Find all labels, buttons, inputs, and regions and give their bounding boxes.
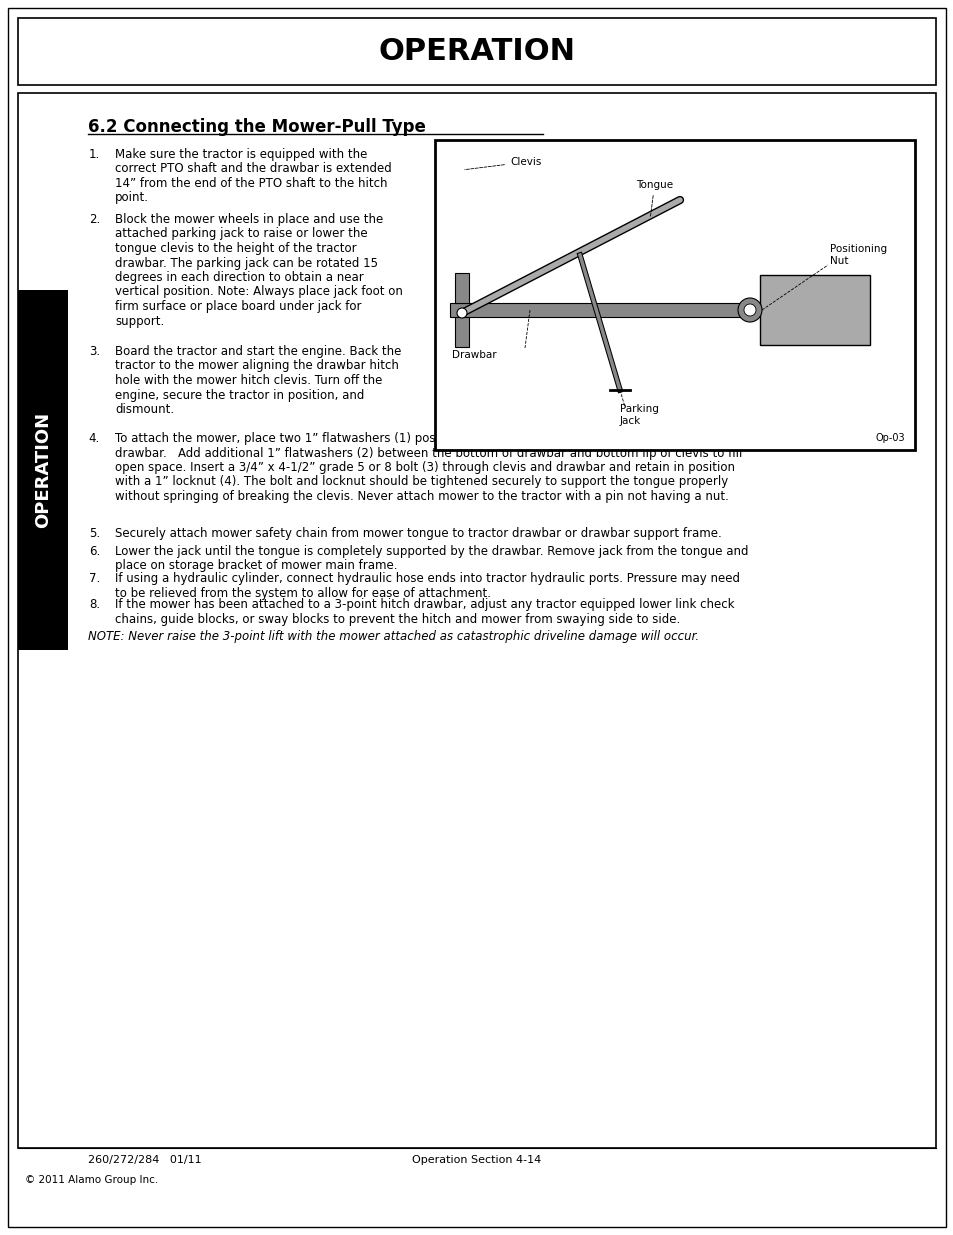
Text: Positioning
Nut: Positioning Nut — [829, 245, 886, 266]
Bar — [435, 140, 914, 450]
Bar — [450, 303, 760, 317]
Text: Clevis: Clevis — [464, 157, 540, 169]
Text: OPERATION: OPERATION — [378, 37, 575, 67]
Text: support.: support. — [115, 315, 164, 327]
Text: OPERATION: OPERATION — [34, 412, 52, 529]
Text: 2.: 2. — [89, 212, 100, 226]
Text: engine, secure the tractor in position, and: engine, secure the tractor in position, … — [115, 389, 364, 401]
Bar — [18, 19, 935, 85]
Text: point.: point. — [115, 191, 149, 205]
Text: chains, guide blocks, or sway blocks to prevent the hitch and mower from swaying: chains, guide blocks, or sway blocks to … — [115, 613, 679, 625]
Text: Drawbar: Drawbar — [452, 350, 497, 359]
Circle shape — [456, 308, 467, 317]
Text: attached parking jack to raise or lower the: attached parking jack to raise or lower … — [115, 227, 367, 241]
Text: If the mower has been attached to a 3-point hitch drawbar, adjust any tractor eq: If the mower has been attached to a 3-po… — [115, 598, 734, 611]
Bar — [455, 317, 469, 347]
Text: If using a hydraulic cylinder, connect hydraulic hose ends into tractor hydrauli: If using a hydraulic cylinder, connect h… — [115, 572, 740, 585]
Text: vertical position. Note: Always place jack foot on: vertical position. Note: Always place ja… — [115, 285, 402, 299]
Circle shape — [738, 298, 761, 322]
Text: 6.: 6. — [89, 545, 100, 558]
Text: 7.: 7. — [89, 572, 100, 585]
Text: dismount.: dismount. — [115, 403, 174, 416]
Text: without springing of breaking the clevis. Never attach mower to the tractor with: without springing of breaking the clevis… — [115, 490, 728, 503]
Text: NOTE: Never raise the 3-point lift with the mower attached as catastrophic drive: NOTE: Never raise the 3-point lift with … — [88, 630, 699, 643]
Text: place on storage bracket of mower main frame.: place on storage bracket of mower main f… — [115, 559, 397, 573]
Bar — [18, 290, 68, 650]
Text: tongue clevis to the height of the tractor: tongue clevis to the height of the tract… — [115, 242, 356, 254]
Text: © 2011 Alamo Group Inc.: © 2011 Alamo Group Inc. — [25, 1174, 158, 1186]
Text: hole with the mower hitch clevis. Turn off the: hole with the mower hitch clevis. Turn o… — [115, 374, 382, 387]
Text: Securely attach mower safety chain from mower tongue to tractor drawbar or drawb: Securely attach mower safety chain from … — [115, 527, 721, 540]
Text: 3.: 3. — [89, 345, 100, 358]
Text: Lower the jack until the tongue is completely supported by the drawbar. Remove j: Lower the jack until the tongue is compl… — [115, 545, 748, 558]
Text: 5.: 5. — [89, 527, 100, 540]
Text: 14” from the end of the PTO shaft to the hitch: 14” from the end of the PTO shaft to the… — [115, 177, 387, 190]
Text: tractor to the mower aligning the drawbar hitch: tractor to the mower aligning the drawba… — [115, 359, 398, 373]
Text: 260/272/284   01/11: 260/272/284 01/11 — [88, 1155, 201, 1165]
Text: correct PTO shaft and the drawbar is extended: correct PTO shaft and the drawbar is ext… — [115, 163, 392, 175]
Text: to be relieved from the system to allow for ease of attachment.: to be relieved from the system to allow … — [115, 587, 491, 599]
Text: Parking
Jack: Parking Jack — [619, 404, 659, 426]
Text: 8.: 8. — [89, 598, 100, 611]
Text: Tongue: Tongue — [636, 180, 673, 217]
Text: drawbar.   Add additional 1” flatwashers (2) between the bottom of drawbar and b: drawbar. Add additional 1” flatwashers (… — [115, 447, 741, 459]
Text: Op-03: Op-03 — [875, 433, 904, 443]
Bar — [455, 273, 469, 303]
Text: open space. Insert a 3/4” x 4-1/2” grade 5 or 8 bolt (3) through clevis and draw: open space. Insert a 3/4” x 4-1/2” grade… — [115, 461, 734, 474]
Text: Board the tractor and start the engine. Back the: Board the tractor and start the engine. … — [115, 345, 401, 358]
Text: 4.: 4. — [89, 432, 100, 445]
Bar — [760, 275, 869, 345]
Text: Operation Section 4-14: Operation Section 4-14 — [412, 1155, 541, 1165]
Text: Make sure the tractor is equipped with the: Make sure the tractor is equipped with t… — [115, 148, 367, 161]
Text: drawbar. The parking jack can be rotated 15: drawbar. The parking jack can be rotated… — [115, 257, 377, 269]
Text: with a 1” locknut (4). The bolt and locknut should be tightened securely to supp: with a 1” locknut (4). The bolt and lock… — [115, 475, 727, 489]
Bar — [18, 93, 935, 1149]
Text: 6.2 Connecting the Mower-Pull Type: 6.2 Connecting the Mower-Pull Type — [88, 119, 425, 136]
Text: 1.: 1. — [89, 148, 100, 161]
Circle shape — [743, 304, 755, 316]
Text: degrees in each direction to obtain a near: degrees in each direction to obtain a ne… — [115, 270, 363, 284]
Text: firm surface or place board under jack for: firm surface or place board under jack f… — [115, 300, 361, 312]
Text: Block the mower wheels in place and use the: Block the mower wheels in place and use … — [115, 212, 383, 226]
Text: To attach the mower, place two 1” flatwashers (1) positioned under top lip of to: To attach the mower, place two 1” flatwa… — [115, 432, 756, 445]
